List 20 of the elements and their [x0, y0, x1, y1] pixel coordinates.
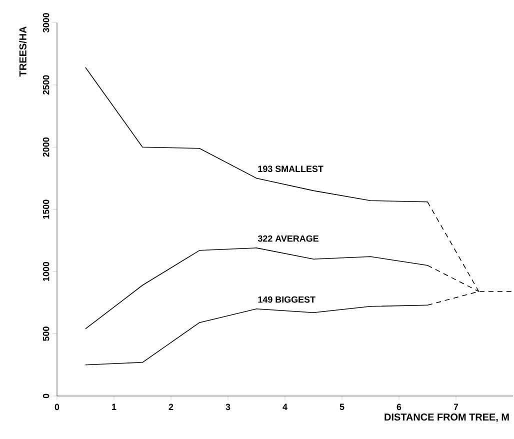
x-tick-label: 2 [168, 404, 174, 410]
x-tick-label: 6 [396, 404, 402, 410]
series-label: 149 BIGGEST [258, 296, 316, 303]
y-tick-label: 0 [42, 394, 50, 398]
y-axis-title: TREES/HA [19, 26, 27, 76]
x-tick-label: 5 [340, 404, 344, 410]
y-tick-label: 1000 [42, 262, 50, 281]
x-tick-label: 0 [54, 404, 60, 410]
x-tick-label: 4 [282, 404, 288, 410]
x-tick-label: 7 [454, 404, 458, 410]
y-tick-label: 500 [42, 326, 50, 341]
x-axis-title: DISTANCE FROM TREE, M [384, 414, 509, 422]
y-tick-label: 3000 [42, 13, 50, 32]
x-tick-label: 3 [226, 404, 230, 410]
y-tick-label: 2500 [42, 75, 50, 95]
y-tick-label: 1500 [42, 200, 50, 219]
x-tick-label: 1 [112, 404, 116, 410]
series-label: 193 SMALLEST [258, 166, 324, 172]
series-label: 322 AVERAGE [258, 235, 318, 242]
y-tick-label: 2000 [42, 138, 50, 157]
